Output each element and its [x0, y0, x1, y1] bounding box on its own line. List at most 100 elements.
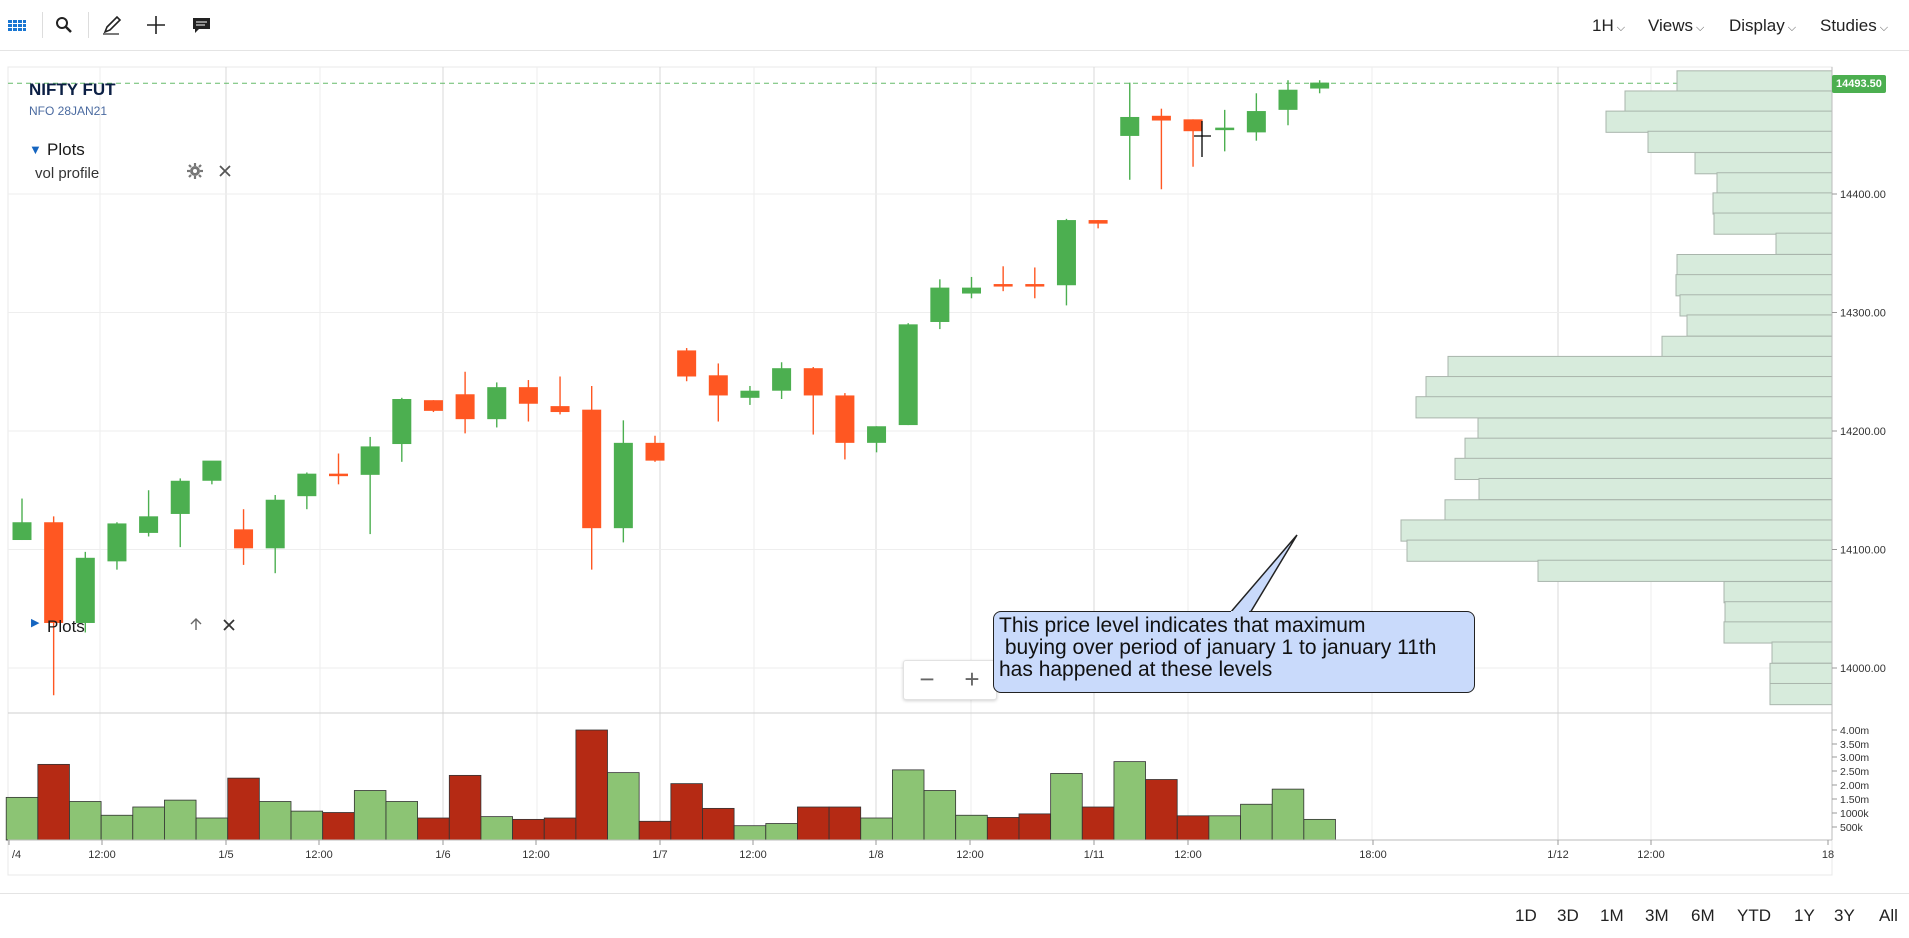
- display-menu[interactable]: Display ⌵: [1729, 16, 1796, 36]
- candle: [962, 276, 981, 299]
- gear-icon[interactable]: [186, 162, 204, 185]
- candle: [455, 371, 475, 434]
- last-price-value: 14493.50: [1836, 78, 1882, 90]
- profile-bar: [1771, 641, 1833, 664]
- x-tick-label: /4: [12, 849, 21, 861]
- candle-body: [993, 284, 1013, 287]
- volume-bar: [227, 777, 260, 841]
- profile-bar: [1406, 539, 1833, 562]
- range-6m-button[interactable]: 6M: [1691, 906, 1715, 925]
- candle-body: [170, 480, 190, 514]
- arrow-up-icon[interactable]: [188, 616, 204, 637]
- range-1y-button[interactable]: 1Y: [1794, 906, 1815, 925]
- top-toolbar: 1H ⌵ Views ⌵ Display ⌵ Studies ⌵: [0, 0, 1909, 51]
- candle: [487, 382, 507, 428]
- range-bar: 1D 3D 1M 3M 6M YTD 1Y 3Y All: [0, 893, 1909, 938]
- profile-bar: [1415, 396, 1833, 419]
- volume-bar: [923, 790, 957, 841]
- volume-bar: [1271, 788, 1305, 841]
- candle-body: [708, 375, 728, 396]
- views-menu[interactable]: Views ⌵: [1648, 16, 1704, 36]
- price-chart[interactable]: 14000.00 14100.00 14200.00 14300.00 14400.00…: [0, 50, 1909, 895]
- candle: [898, 323, 918, 426]
- range-1m-button[interactable]: 1M: [1600, 906, 1624, 925]
- volume-expand-toggle[interactable]: ▶: [31, 617, 40, 629]
- candle: [139, 490, 159, 537]
- range-3y-button[interactable]: 3Y: [1834, 906, 1855, 925]
- volume-bar: [1240, 803, 1273, 841]
- interval-menu[interactable]: 1H ⌵: [1592, 16, 1625, 36]
- candle: [329, 453, 348, 485]
- range-all-button[interactable]: All: [1879, 906, 1898, 925]
- crosshair-icon[interactable]: [143, 12, 169, 38]
- candle-body: [518, 387, 538, 404]
- zoom-out-button[interactable]: −: [919, 664, 935, 694]
- candle: [1151, 108, 1171, 190]
- volume-bar: [670, 783, 703, 841]
- candle: [930, 279, 950, 330]
- x-tick-label: 12:00: [1637, 849, 1665, 861]
- candle: [234, 509, 254, 565]
- candle: [1278, 80, 1298, 126]
- candle-body: [1151, 115, 1171, 121]
- x-tick-label: 1/5: [218, 849, 233, 861]
- close-icon[interactable]: [222, 618, 236, 637]
- pencil-icon[interactable]: [99, 12, 125, 38]
- candle: [803, 367, 823, 435]
- x-tick-label: 1/11: [1084, 849, 1105, 861]
- candle-body: [1120, 116, 1140, 136]
- candle-body: [234, 529, 254, 549]
- range-3m-button[interactable]: 3M: [1645, 906, 1669, 925]
- profile-bar: [1694, 152, 1833, 175]
- plots-label[interactable]: Plots: [47, 140, 85, 159]
- range-3d-button[interactable]: 3D: [1557, 906, 1579, 925]
- volume-profile: [1400, 70, 1833, 706]
- comment-icon[interactable]: [189, 12, 215, 38]
- candles: [12, 80, 1330, 696]
- x-tick-label: 18:00: [1359, 849, 1387, 861]
- volume-tick-label: 4.00m: [1840, 725, 1869, 737]
- close-icon[interactable]: [218, 164, 232, 183]
- profile-bar: [1769, 662, 1833, 686]
- volume-tick-label: 500k: [1840, 822, 1864, 834]
- range-ytd-button[interactable]: YTD: [1737, 906, 1771, 925]
- volume-bar: [1050, 773, 1083, 841]
- volume-bar: [195, 817, 229, 841]
- candle-body: [613, 442, 633, 529]
- profile-bar: [1676, 254, 1833, 277]
- studies-menu[interactable]: Studies ⌵: [1820, 16, 1888, 36]
- volume-bar: [100, 814, 134, 841]
- profile-bar: [1686, 314, 1833, 337]
- range-1d-button[interactable]: 1D: [1515, 906, 1537, 925]
- candle: [1025, 267, 1045, 299]
- profile-bar: [1425, 376, 1833, 399]
- profile-bar: [1724, 601, 1833, 624]
- volume-bar: [417, 817, 450, 841]
- chart-area[interactable]: 14000.00 14100.00 14200.00 14300.00 14400.00…: [0, 50, 1909, 895]
- x-tick-label: 12:00: [956, 849, 984, 861]
- volume-bar: [765, 823, 798, 841]
- candle: [423, 400, 443, 413]
- profile-bar: [1444, 499, 1833, 522]
- candle: [1088, 220, 1108, 229]
- toolbar-divider: [42, 12, 43, 38]
- candle-body: [1310, 82, 1330, 89]
- candle: [12, 498, 32, 541]
- vol-profile-label[interactable]: vol profile: [35, 165, 100, 182]
- candle-body: [1215, 127, 1235, 131]
- candle: [1056, 218, 1076, 306]
- search-icon[interactable]: [51, 12, 77, 38]
- candle: [835, 393, 855, 460]
- volume-plots-label[interactable]: Plots: [47, 617, 85, 636]
- y-tick-label: 14400.00: [1840, 189, 1886, 201]
- zoom-controls: − +: [903, 660, 997, 700]
- grid-icon[interactable]: [4, 12, 30, 38]
- profile-bar: [1675, 274, 1833, 297]
- views-label: Views: [1648, 16, 1694, 35]
- annotation-callout[interactable]: This price level indicates that maximum …: [993, 611, 1475, 693]
- x-tick-label: 18: [1822, 849, 1834, 861]
- plots-collapse-toggle[interactable]: ▼: [29, 142, 42, 157]
- y-tick-label: 14100.00: [1840, 545, 1886, 557]
- x-tick-label: 1/7: [652, 849, 667, 861]
- zoom-in-button[interactable]: +: [964, 664, 980, 694]
